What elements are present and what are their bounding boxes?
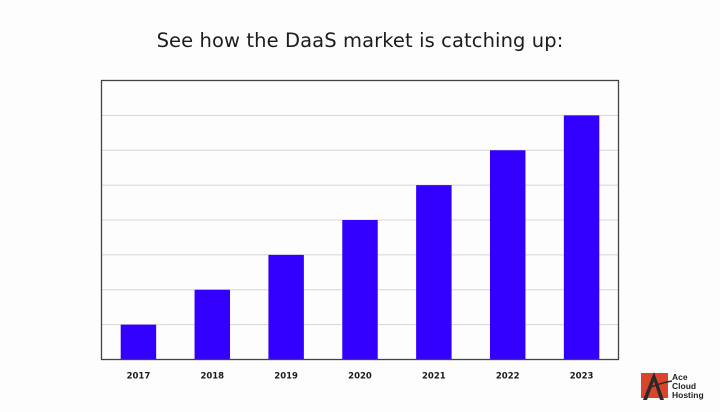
x-tick-label: 2022 bbox=[496, 372, 520, 382]
x-tick-label: 2018 bbox=[200, 372, 224, 382]
plot-frame bbox=[100, 79, 620, 361]
logo-text-line: Ace bbox=[672, 372, 688, 382]
bar-2018 bbox=[194, 289, 231, 360]
x-tick-label: 2019 bbox=[274, 372, 298, 382]
logo-text: Ace Cloud Hosting bbox=[672, 373, 704, 400]
bar-2019 bbox=[268, 254, 304, 360]
bar-2021 bbox=[416, 185, 452, 360]
ace-cloud-hosting-logo bbox=[640, 371, 720, 401]
chart-title: See how the DaaS market is catching up: bbox=[156, 29, 564, 52]
x-tick-label: 2023 bbox=[570, 372, 594, 382]
logo-text-line: Hosting bbox=[672, 390, 704, 400]
bar-2017 bbox=[120, 324, 157, 360]
x-tick-label: 2020 bbox=[348, 372, 372, 382]
bar-2020 bbox=[342, 220, 378, 360]
bar-2023 bbox=[563, 115, 600, 360]
x-tick-labels: 2017 2018 2019 2020 2021 2022 2023 bbox=[127, 372, 594, 382]
bar-2022 bbox=[489, 150, 526, 360]
x-tick-label: 2017 bbox=[127, 372, 151, 382]
x-tick-label: 2021 bbox=[422, 372, 446, 382]
logo-text-line: Cloud bbox=[672, 381, 697, 391]
bars bbox=[120, 115, 600, 360]
logo-mark-icon bbox=[641, 372, 673, 400]
